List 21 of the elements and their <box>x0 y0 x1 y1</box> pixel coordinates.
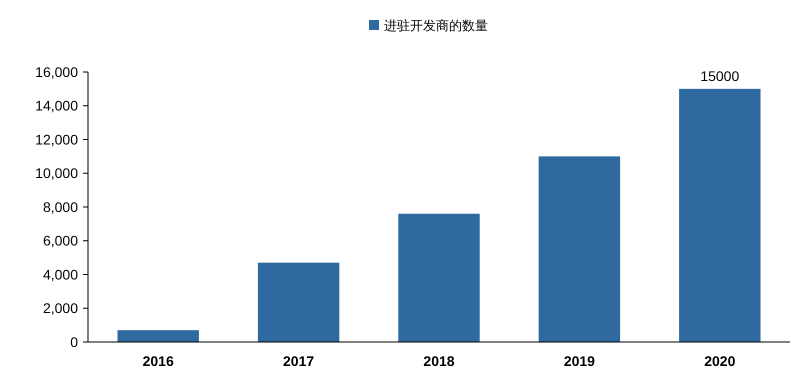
y-tick-label: 4,000 <box>42 266 78 282</box>
y-tick-label: 10,000 <box>35 165 78 182</box>
x-tick-label: 2019 <box>564 353 596 369</box>
y-tick-label: 6,000 <box>42 232 78 249</box>
x-tick-label: 2016 <box>142 353 174 369</box>
y-tick-label: 14,000 <box>35 98 78 114</box>
bar <box>679 88 761 342</box>
bar <box>117 330 199 342</box>
y-tick-label: 16,000 <box>35 64 78 80</box>
bar <box>398 214 480 342</box>
legend-label: 进驻开发商的数量 <box>384 18 488 33</box>
bar <box>538 156 620 342</box>
x-tick-label: 2020 <box>704 353 736 369</box>
y-tick-label: 2,000 <box>42 300 78 316</box>
data-label: 15000 <box>700 68 740 84</box>
y-tick-label: 8,000 <box>42 198 78 215</box>
x-tick-label: 2017 <box>283 353 314 369</box>
y-tick-label: 12,000 <box>35 131 78 148</box>
bar <box>258 262 340 342</box>
x-tick-label: 2018 <box>423 353 455 369</box>
y-tick-label: 0 <box>70 334 78 350</box>
